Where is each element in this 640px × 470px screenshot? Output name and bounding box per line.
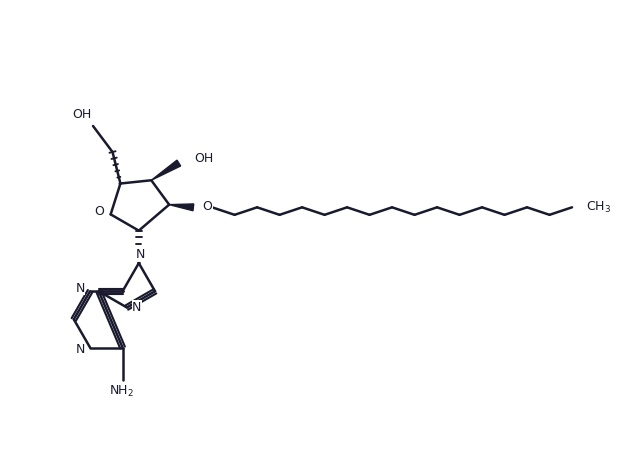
Text: O: O (202, 200, 212, 212)
Text: N: N (76, 343, 84, 356)
Text: N: N (132, 301, 141, 314)
Text: NH$_2$: NH$_2$ (109, 384, 134, 399)
Polygon shape (151, 160, 180, 180)
Text: CH$_3$: CH$_3$ (586, 200, 611, 215)
Polygon shape (169, 204, 194, 211)
Text: OH: OH (195, 151, 214, 164)
Text: N: N (136, 248, 145, 261)
Text: OH: OH (72, 108, 92, 121)
Text: N: N (76, 282, 84, 295)
Text: O: O (95, 205, 104, 218)
